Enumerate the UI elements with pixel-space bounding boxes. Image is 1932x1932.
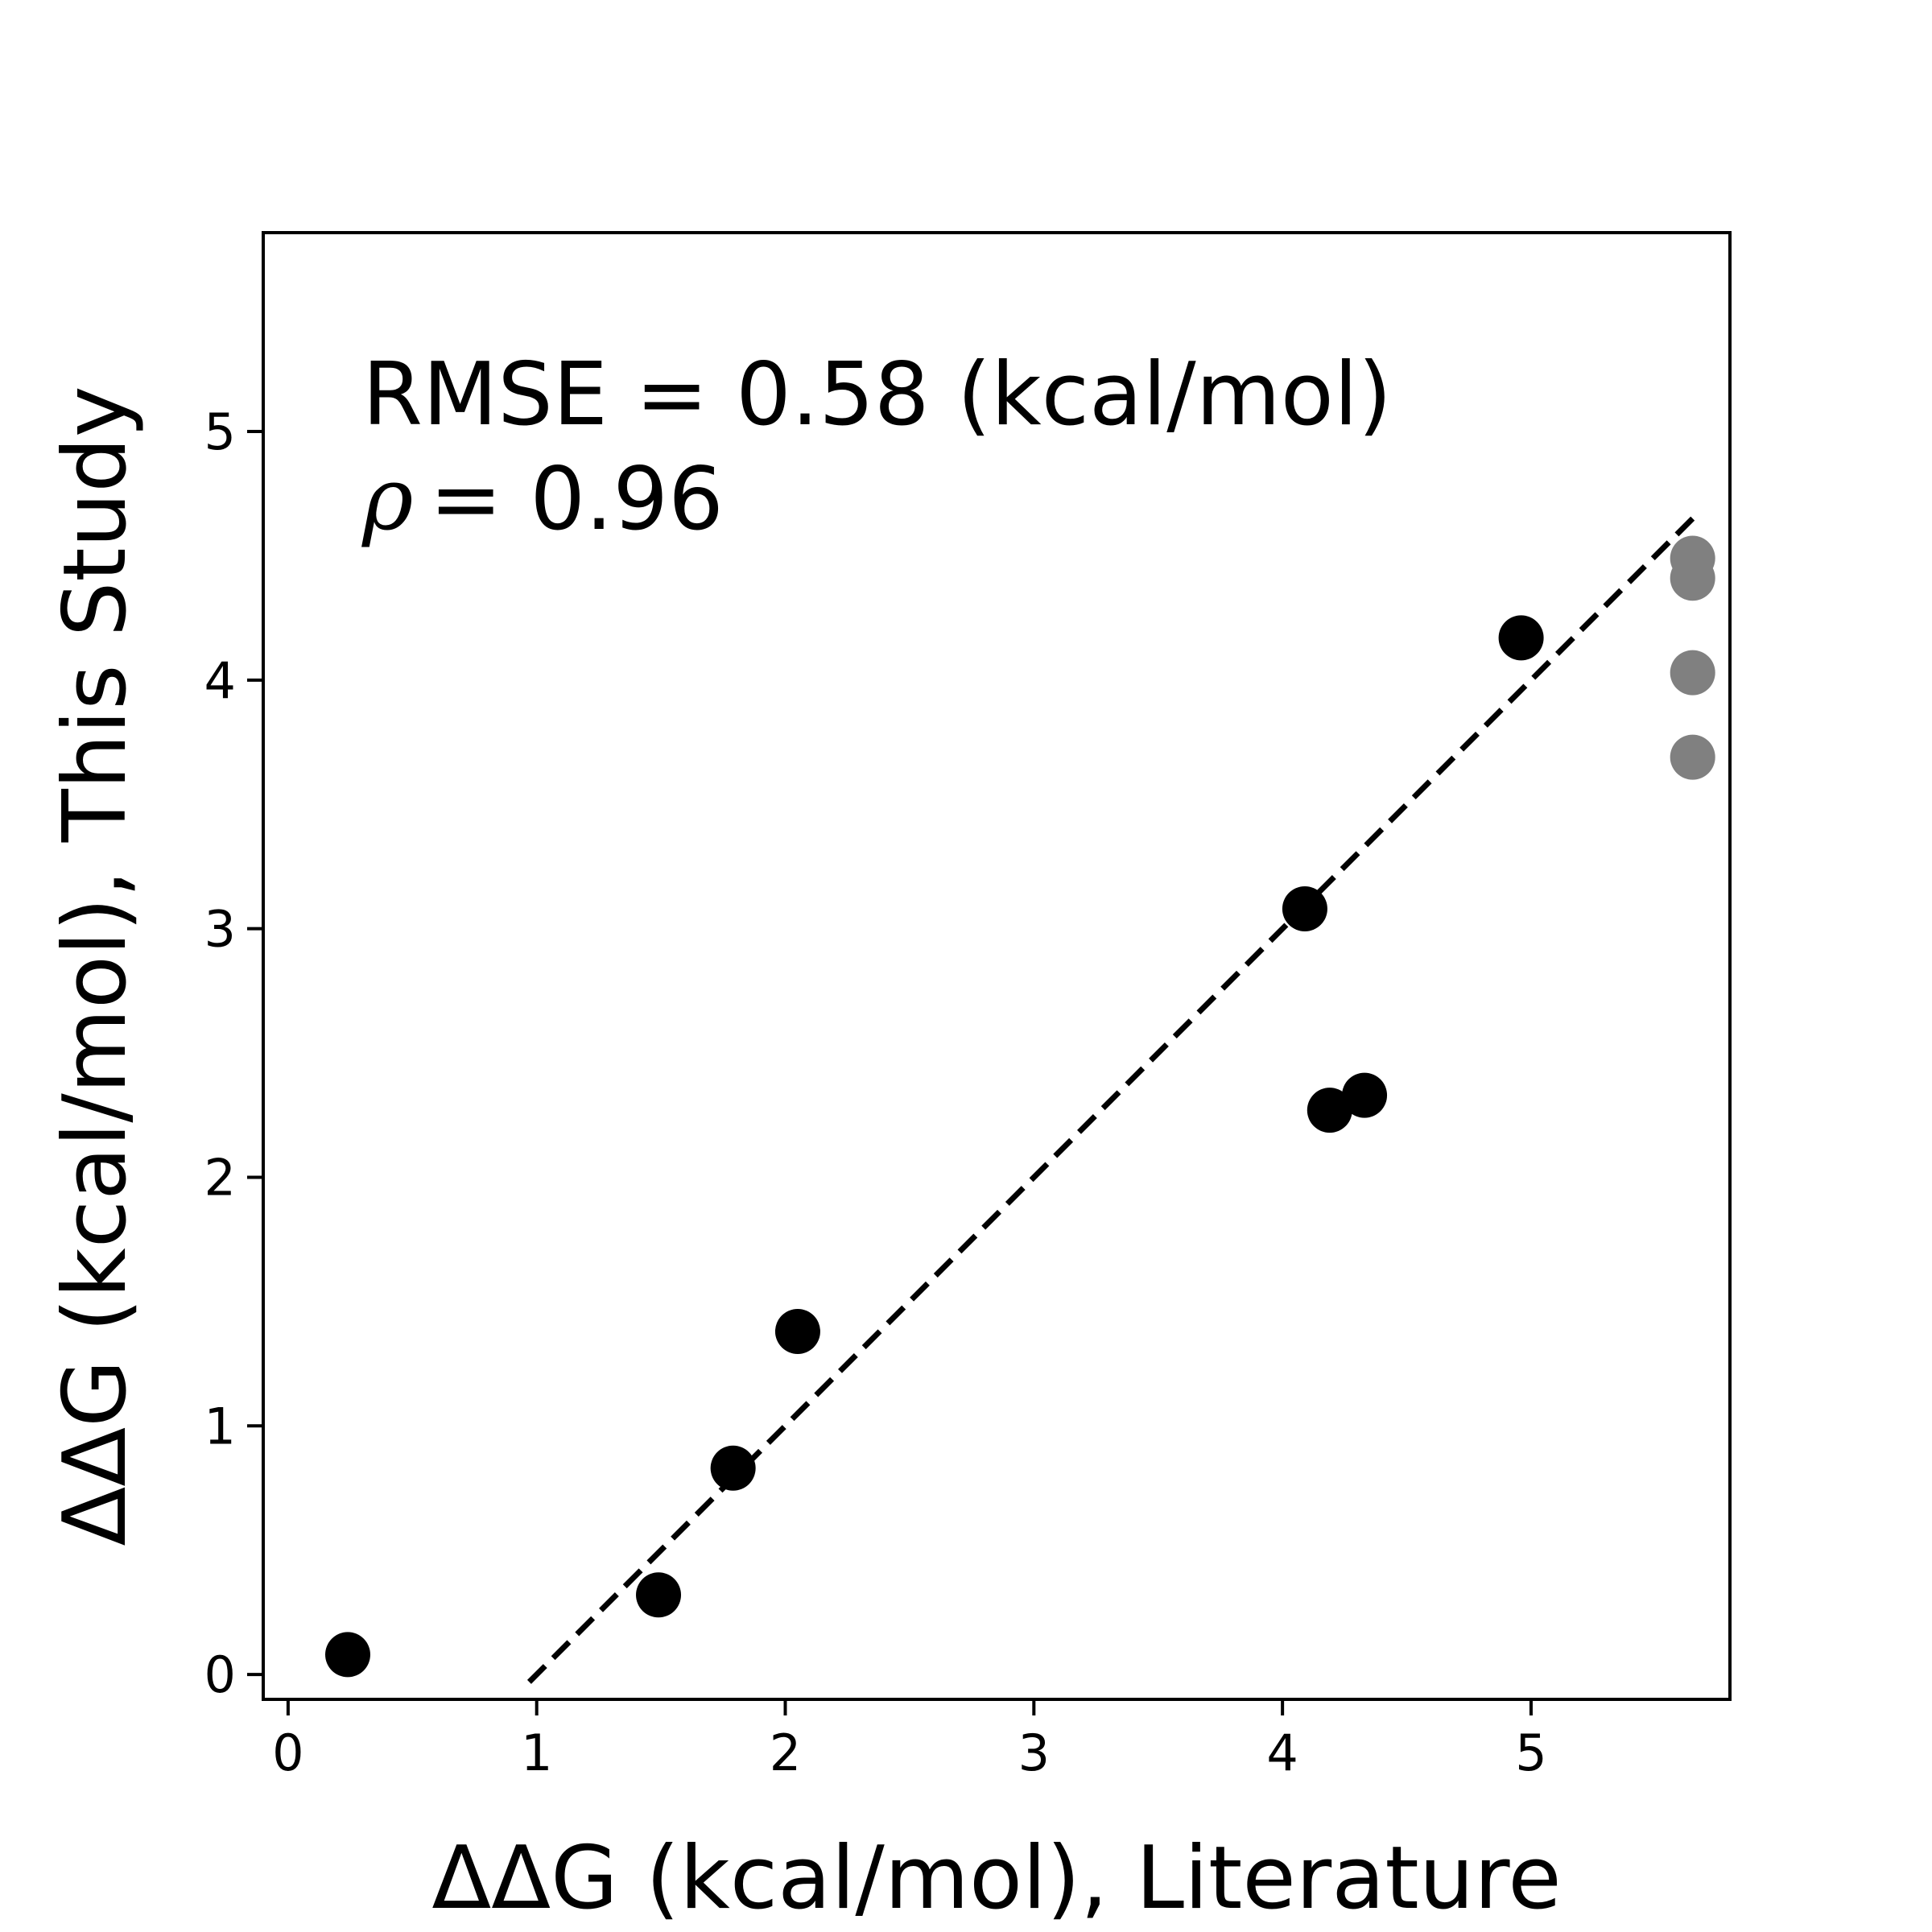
data-point-s0-p1 [636,1572,682,1618]
rho-annotation: ρ = 0.96 [361,449,724,550]
x-tick-label-4: 4 [1266,1724,1298,1782]
plot-frame [262,231,1732,1701]
data-point-s0-p0 [324,1632,370,1678]
x-tick-label-2: 2 [770,1724,801,1782]
x-tick-label-5: 5 [1515,1724,1546,1782]
x-axis-ticks: 0 1 2 3 4 5 [272,1699,1547,1782]
x-axis-label: ΔΔG (kcal/mol), Literature [431,1828,1561,1929]
rmse-annotation: RMSE = 0.58 (kcal/mol) [362,345,1392,445]
y-axis-ticks: 0 1 2 3 4 5 [204,402,263,1704]
data-point-s1-p2 [1670,650,1715,696]
data-point-s1-p3 [1670,734,1715,780]
y-tick-label-5: 5 [204,402,236,461]
data-point-s0-p3 [774,1308,820,1354]
data-point-s0-p6 [1342,1072,1388,1118]
data-point-s0-p2 [710,1445,756,1491]
data-points-layer [324,535,1715,1678]
data-point-s0-p5 [1307,1088,1352,1133]
y-tick-label-2: 2 [204,1148,236,1207]
y-axis-label: ΔΔG (kcal/mol), This Study [45,386,146,1546]
y-tick-label-0: 0 [204,1645,236,1704]
x-tick-label-0: 0 [272,1724,303,1782]
x-tick-label-1: 1 [521,1724,552,1782]
data-point-s0-p7 [1498,615,1544,661]
data-point-s1-p1 [1670,555,1715,601]
dashed-fit-line [526,516,1695,1684]
y-tick-label-3: 3 [204,900,236,959]
fit-line-layer [526,516,1695,1684]
rho-symbol: ρ [361,449,414,550]
x-tick-label-3: 3 [1018,1724,1050,1782]
y-tick-label-1: 1 [204,1397,236,1455]
rho-value: = 0.96 [430,449,724,550]
y-tick-label-4: 4 [204,651,236,710]
data-point-s0-p4 [1282,886,1327,931]
